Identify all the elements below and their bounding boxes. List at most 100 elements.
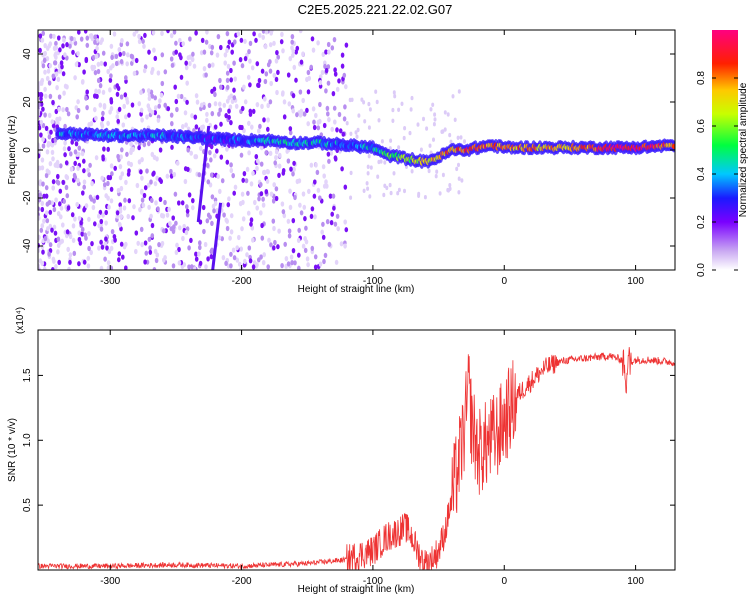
- spectrogram-noise-cell: [224, 260, 228, 266]
- spectrogram-noise-cell: [278, 152, 282, 158]
- spectrogram-noise-cell: [313, 254, 318, 260]
- spectrogram-noise-cell: [139, 89, 143, 95]
- spectrogram-noise-cell: [264, 189, 269, 195]
- spectrogram-y-tick-label: -20: [22, 190, 33, 205]
- spectrogram-noise-cell: [266, 264, 271, 270]
- spectrogram-noise-cell: [248, 82, 252, 88]
- spectrogram-noise-cell: [341, 131, 346, 137]
- spectrogram-noise-cell: [38, 192, 42, 198]
- spectrogram-noise-cell: [235, 257, 240, 263]
- chart-title: C2E5.2025.221.22.02.G07: [297, 2, 453, 17]
- spectrogram-noise-cell: [332, 105, 337, 111]
- spectrogram-x-tick-label: -100: [363, 276, 383, 287]
- spectrogram-noise-cell: [354, 130, 358, 135]
- spectrogram-noise-cell: [245, 252, 249, 258]
- spectrogram-noise-cell: [225, 146, 229, 152]
- spectrogram-noise-cell: [170, 144, 174, 150]
- spectrogram-noise-cell: [43, 86, 47, 92]
- spectrogram-noise-cell: [52, 224, 57, 230]
- spectrogram-noise-cell: [75, 114, 79, 120]
- spectrogram-noise-cell: [191, 205, 195, 211]
- spectrogram-noise-cell: [168, 221, 172, 227]
- spectrogram-noise-cell: [235, 245, 239, 251]
- spectrogram-noise-cell: [229, 93, 233, 99]
- spectrogram-noise-cell: [259, 182, 263, 188]
- spectrogram-noise-cell: [39, 119, 44, 125]
- spectrogram-noise-cell: [63, 140, 67, 146]
- spectrogram-noise-cell: [182, 223, 186, 230]
- spectrogram-noise-cell: [174, 98, 179, 105]
- spectrogram-noise-cell: [194, 124, 199, 130]
- spectrogram-noise-cell: [209, 172, 214, 178]
- spectrogram-noise-cell: [260, 103, 264, 109]
- spectrogram-noise-cell: [67, 266, 71, 270]
- spectrogram-noise-cell: [106, 260, 111, 266]
- spectrogram-noise-cell: [297, 265, 301, 270]
- spectrogram-noise-cell: [103, 241, 108, 247]
- spectrogram-noise-cell: [216, 173, 220, 179]
- spectrogram-noise-cell: [51, 99, 55, 106]
- spectrogram-noise-cell: [51, 123, 56, 129]
- spectrogram-noise-cell: [268, 99, 273, 105]
- spectrogram-noise-cell: [449, 139, 453, 144]
- spectrogram-noise-cell: [51, 73, 56, 79]
- spectrogram-noise-cell: [45, 75, 50, 82]
- spectrogram-noise-cell: [435, 169, 439, 174]
- spectrogram-noise-cell: [99, 239, 103, 245]
- spectrogram-noise-cell: [108, 77, 113, 83]
- spectrogram-noise-cell: [40, 223, 45, 229]
- spectrogram-noise-cell: [316, 187, 321, 193]
- spectrogram-noise-cell: [243, 38, 247, 44]
- spectrogram-noise-cell: [441, 129, 445, 134]
- spectrogram-noise-cell: [87, 172, 91, 178]
- spectrogram-noise-cell: [431, 102, 435, 108]
- spectrogram-noise-cell: [448, 132, 452, 138]
- spectrogram-noise-cell: [331, 91, 336, 97]
- spectrogram-noise-cell: [109, 245, 114, 251]
- spectrogram-noise-cell: [85, 42, 90, 48]
- spectrogram-noise-cell: [90, 241, 94, 247]
- spectrogram-noise-cell: [321, 221, 325, 227]
- spectrogram-noise-cell: [202, 49, 207, 55]
- spectrogram-noise-cell: [43, 50, 47, 57]
- spectrogram-noise-cell: [326, 80, 331, 86]
- spectrogram-noise-cell: [54, 197, 58, 203]
- spectrogram-noise-cell: [400, 101, 404, 107]
- spectrogram-noise-cell: [225, 84, 230, 90]
- spectrogram-noise-cell: [89, 249, 93, 256]
- spectrogram-noise-cell: [210, 194, 215, 200]
- spectrogram-noise-cell: [232, 255, 237, 261]
- spectrogram-noise-cell: [324, 88, 328, 94]
- spectrogram-noise-cell: [140, 157, 144, 163]
- spectrogram-noise-cell: [64, 160, 69, 166]
- spectrogram-noise-cell: [248, 111, 253, 117]
- spectrogram-noise-cell: [322, 183, 327, 189]
- spectrogram-noise-cell: [79, 36, 84, 42]
- spectrogram-noise-cell: [44, 125, 49, 131]
- spectrogram-noise-cell: [124, 114, 128, 120]
- spectrogram-noise-cell: [102, 104, 107, 110]
- spectrogram-noise-cell: [376, 174, 380, 179]
- spectrogram-noise-cell: [194, 251, 198, 257]
- spectrogram-noise-cell: [48, 41, 53, 47]
- spectrogram-noise-cell: [209, 254, 214, 260]
- spectrogram-noise-cell: [150, 222, 155, 229]
- spectrogram-noise-cell: [51, 185, 55, 191]
- spectrogram-noise-cell: [226, 63, 231, 69]
- spectrogram-noise-cell: [53, 230, 58, 236]
- spectrogram-noise-cell: [60, 238, 64, 244]
- spectrogram-noise-cell: [91, 54, 96, 61]
- spectrogram-noise-cell: [179, 55, 183, 61]
- spectrogram-noise-cell: [215, 208, 219, 214]
- spectrogram-noise-cell: [456, 135, 460, 140]
- spectrogram-noise-cell: [143, 240, 148, 246]
- spectrogram-noise-cell: [190, 264, 194, 270]
- spectrogram-noise-cell: [349, 195, 353, 200]
- spectrogram-noise-cell: [38, 81, 41, 87]
- spectrogram-noise-cell: [143, 259, 147, 265]
- spectrogram-noise-cell: [68, 233, 73, 240]
- spectrogram-noise-cell: [218, 188, 222, 194]
- spectrogram-noise-cell: [106, 68, 110, 75]
- spectrogram-noise-cell: [367, 125, 371, 130]
- spectrogram-noise-cell: [49, 129, 53, 135]
